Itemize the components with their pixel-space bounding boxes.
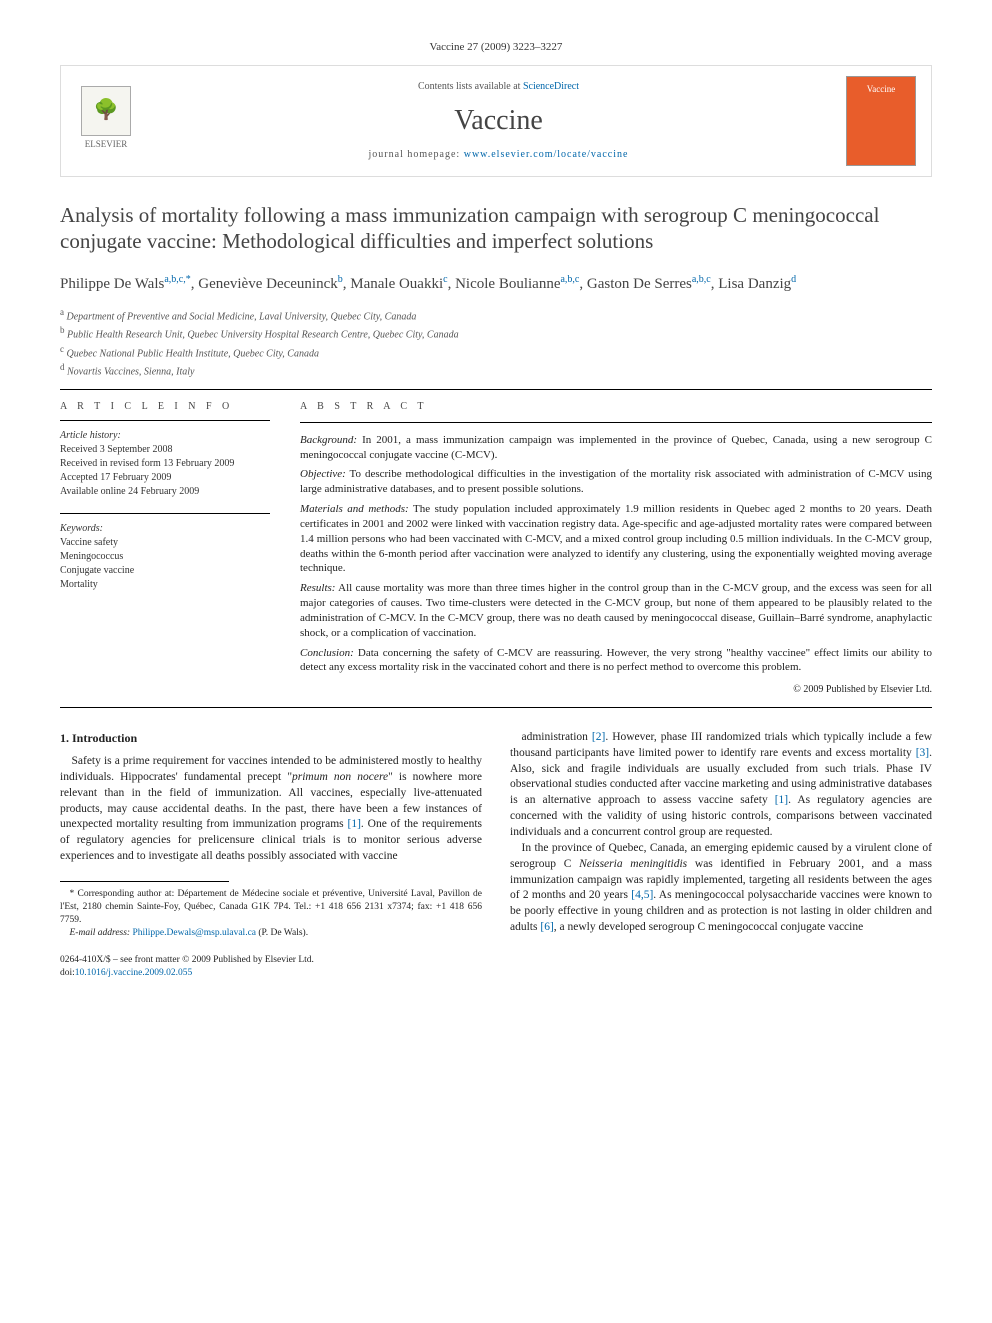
ref-link[interactable]: [2] — [592, 731, 605, 743]
article-title: Analysis of mortality following a mass i… — [60, 202, 932, 255]
rule-bottom — [60, 707, 932, 708]
journal-banner: 🌳 ELSEVIER Contents lists available at S… — [60, 65, 932, 177]
info-abstract-row: A R T I C L E I N F O Article history: R… — [60, 400, 932, 697]
conclusion-label: Conclusion: — [300, 647, 354, 659]
body-col-left: 1. Introduction Safety is a prime requir… — [60, 730, 482, 980]
doi-prefix: doi: — [60, 968, 75, 978]
background-label: Background: — [300, 434, 357, 446]
ref-link[interactable]: [3] — [916, 747, 929, 759]
citation-header: Vaccine 27 (2009) 3223–3227 — [60, 40, 932, 55]
footer-block: 0264-410X/$ – see front matter © 2009 Pu… — [60, 954, 482, 980]
ref-link[interactable]: [4,5] — [631, 889, 653, 901]
publisher-logo: 🌳 ELSEVIER — [76, 86, 136, 156]
footnotes-block: * Corresponding author at: Département d… — [60, 888, 482, 940]
info-rule-2 — [60, 513, 270, 514]
abstract-copyright: © 2009 Published by Elsevier Ltd. — [300, 683, 932, 697]
contents-prefix: Contents lists available at — [418, 81, 523, 92]
keywords-label: Keywords: — [60, 522, 270, 536]
body-columns: 1. Introduction Safety is a prime requir… — [60, 730, 932, 980]
affiliation-line: c Quebec National Public Health Institut… — [60, 343, 932, 361]
corresponding-footnote: * Corresponding author at: Département d… — [60, 888, 482, 927]
abstract-objective: Objective: To describe methodological di… — [300, 467, 932, 497]
keyword-0: Vaccine safety — [60, 536, 270, 550]
keyword-2: Conjugate vaccine — [60, 564, 270, 578]
abstract-rule — [300, 422, 932, 423]
methods-label: Materials and methods: — [300, 503, 409, 515]
email-label: E-mail address: — [70, 928, 133, 938]
contents-line: Contents lists available at ScienceDirec… — [151, 80, 846, 94]
history-line-1: Received in revised form 13 February 200… — [60, 457, 270, 471]
homepage-line: journal homepage: www.elsevier.com/locat… — [151, 148, 846, 162]
affiliation-line: a Department of Preventive and Social Me… — [60, 306, 932, 324]
background-text: In 2001, a mass immunization campaign wa… — [300, 434, 932, 461]
email-suffix: (P. De Wals). — [256, 928, 308, 938]
intro-para-left: Safety is a prime requirement for vaccin… — [60, 754, 482, 865]
objective-label: Objective: — [300, 468, 346, 480]
footer-line-1: 0264-410X/$ – see front matter © 2009 Pu… — [60, 954, 482, 967]
homepage-prefix: journal homepage: — [369, 149, 464, 160]
article-info-heading: A R T I C L E I N F O — [60, 400, 270, 414]
keyword-1: Meningococcus — [60, 550, 270, 564]
body-col-right: administration [2]. However, phase III r… — [510, 730, 932, 980]
keywords-block: Keywords: Vaccine safety Meningococcus C… — [60, 522, 270, 592]
ref-link[interactable]: [6] — [540, 921, 553, 933]
abstract-conclusion: Conclusion: Data concerning the safety o… — [300, 646, 932, 676]
conclusion-text: Data concerning the safety of C-MCV are … — [300, 647, 932, 674]
intro-para-right-2: In the province of Quebec, Canada, an em… — [510, 841, 932, 936]
history-line-0: Received 3 September 2008 — [60, 443, 270, 457]
homepage-link[interactable]: www.elsevier.com/locate/vaccine — [464, 149, 629, 160]
publisher-name: ELSEVIER — [85, 138, 128, 150]
article-info-col: A R T I C L E I N F O Article history: R… — [60, 400, 270, 697]
journal-cover-thumb: Vaccine — [846, 76, 916, 166]
abstract-methods: Materials and methods: The study populat… — [300, 502, 932, 576]
history-label: Article history: — [60, 429, 270, 443]
keyword-3: Mortality — [60, 578, 270, 592]
results-label: Results: — [300, 582, 335, 594]
email-link[interactable]: Philippe.Dewals@msp.ulaval.ca — [132, 928, 256, 938]
journal-center: Contents lists available at ScienceDirec… — [151, 80, 846, 161]
sciencedirect-link[interactable]: ScienceDirect — [523, 81, 579, 92]
authors-line: Philippe De Walsa,b,c,*, Geneviève Deceu… — [60, 272, 932, 296]
rule-top — [60, 389, 932, 390]
objective-text: To describe methodological difficulties … — [300, 468, 932, 495]
affiliation-line: d Novartis Vaccines, Sienna, Italy — [60, 361, 932, 379]
history-line-2: Accepted 17 February 2009 — [60, 471, 270, 485]
affiliations-block: a Department of Preventive and Social Me… — [60, 306, 932, 379]
footnote-separator — [60, 881, 229, 882]
journal-name: Vaccine — [151, 102, 846, 140]
abstract-results: Results: All cause mortality was more th… — [300, 581, 932, 640]
history-block: Article history: Received 3 September 20… — [60, 429, 270, 499]
doi-link[interactable]: 10.1016/j.vaccine.2009.02.055 — [75, 968, 192, 978]
abstract-heading: A B S T R A C T — [300, 400, 932, 414]
section-1-heading: 1. Introduction — [60, 730, 482, 746]
affiliation-line: b Public Health Research Unit, Quebec Un… — [60, 324, 932, 342]
footer-doi: doi:10.1016/j.vaccine.2009.02.055 — [60, 967, 482, 980]
email-footnote: E-mail address: Philippe.Dewals@msp.ulav… — [60, 927, 482, 940]
cover-label: Vaccine — [867, 83, 895, 95]
ref-link[interactable]: [1] — [775, 794, 788, 806]
abstract-background: Background: In 2001, a mass immunization… — [300, 433, 932, 463]
history-line-3: Available online 24 February 2009 — [60, 485, 270, 499]
abstract-col: A B S T R A C T Background: In 2001, a m… — [300, 400, 932, 697]
results-text: All cause mortality was more than three … — [300, 582, 932, 639]
info-rule-1 — [60, 420, 270, 421]
elsevier-tree-icon: 🌳 — [81, 86, 131, 136]
intro-para-right-1: administration [2]. However, phase III r… — [510, 730, 932, 841]
ref-link[interactable]: [1] — [348, 818, 361, 830]
